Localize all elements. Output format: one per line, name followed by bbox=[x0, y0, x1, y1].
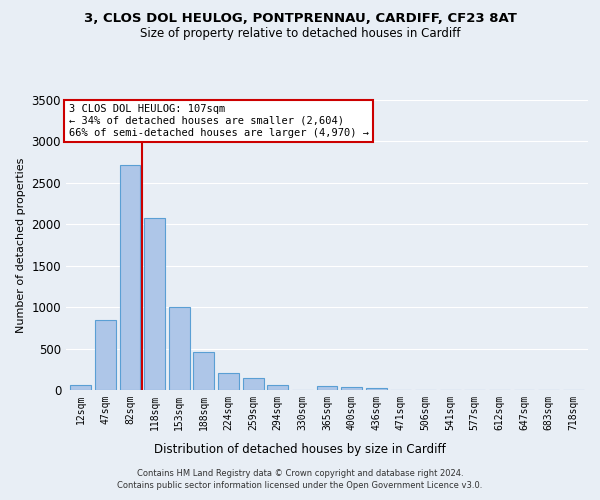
Bar bbox=[193, 352, 214, 390]
Bar bbox=[144, 218, 165, 390]
Bar bbox=[95, 320, 116, 390]
Text: Contains HM Land Registry data © Crown copyright and database right 2024.: Contains HM Land Registry data © Crown c… bbox=[137, 468, 463, 477]
Text: 3, CLOS DOL HEULOG, PONTPRENNAU, CARDIFF, CF23 8AT: 3, CLOS DOL HEULOG, PONTPRENNAU, CARDIFF… bbox=[83, 12, 517, 26]
Bar bbox=[267, 385, 288, 390]
Bar bbox=[119, 164, 140, 390]
Text: Distribution of detached houses by size in Cardiff: Distribution of detached houses by size … bbox=[154, 442, 446, 456]
Text: Contains public sector information licensed under the Open Government Licence v3: Contains public sector information licen… bbox=[118, 481, 482, 490]
Bar bbox=[169, 306, 190, 390]
Bar bbox=[317, 386, 337, 390]
Text: 3 CLOS DOL HEULOG: 107sqm
← 34% of detached houses are smaller (2,604)
66% of se: 3 CLOS DOL HEULOG: 107sqm ← 34% of detac… bbox=[68, 104, 368, 138]
Bar bbox=[218, 373, 239, 390]
Bar bbox=[366, 388, 387, 390]
Bar bbox=[70, 386, 91, 390]
Bar bbox=[341, 387, 362, 390]
Bar bbox=[242, 378, 263, 390]
Y-axis label: Number of detached properties: Number of detached properties bbox=[16, 158, 26, 332]
Text: Size of property relative to detached houses in Cardiff: Size of property relative to detached ho… bbox=[140, 28, 460, 40]
